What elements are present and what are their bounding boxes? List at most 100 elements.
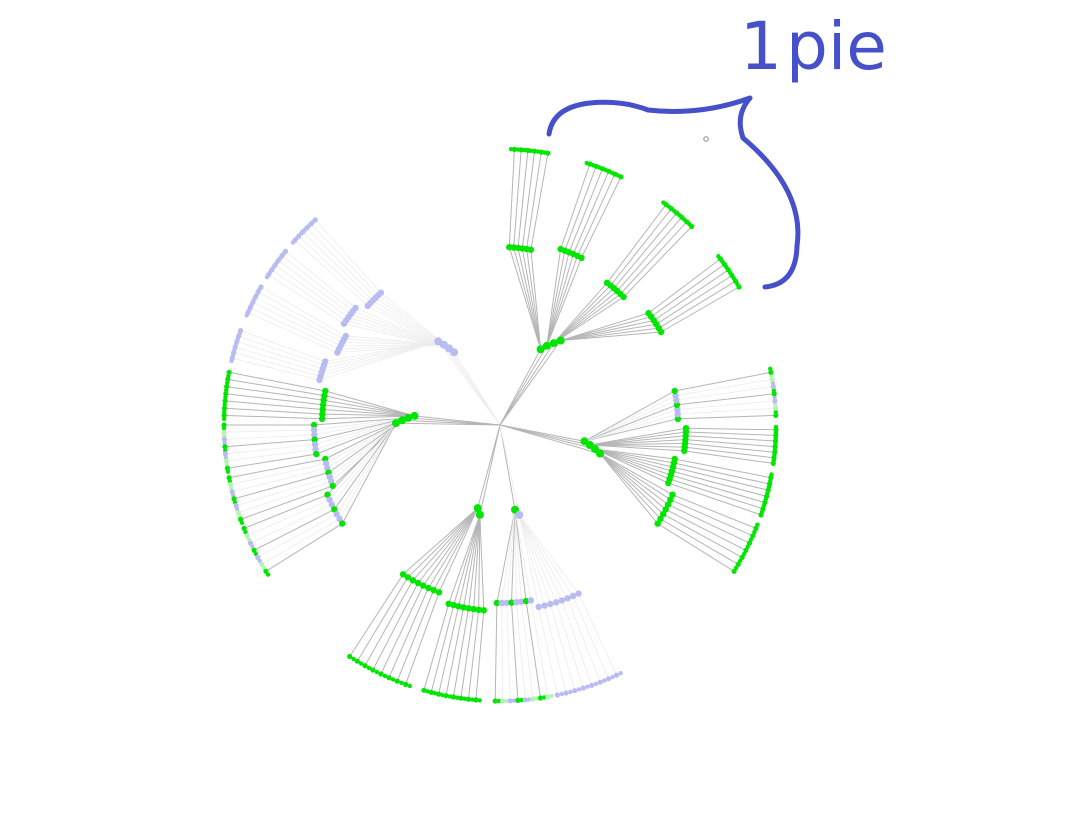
leaf-link	[260, 286, 347, 337]
sub-link	[594, 448, 669, 484]
leaf-node	[347, 653, 353, 660]
sub-link	[453, 514, 481, 606]
sub-link	[589, 431, 686, 446]
sub-link	[323, 404, 415, 417]
leaf-node	[511, 698, 517, 703]
branch-link	[499, 348, 542, 426]
leaf-node	[374, 669, 379, 675]
branch-node	[542, 341, 551, 350]
sub-link	[329, 422, 397, 500]
sub-link	[496, 509, 516, 604]
branch-link	[499, 424, 601, 455]
leaf-link	[544, 605, 567, 694]
sub-node	[470, 605, 477, 613]
sub-link	[584, 399, 677, 442]
leaf-link	[672, 466, 769, 491]
leaf-link	[445, 607, 465, 696]
sub-node	[513, 599, 520, 606]
leaf-node	[436, 691, 442, 697]
sub-node	[657, 515, 664, 523]
branch-link	[499, 424, 516, 510]
sub-node	[682, 425, 690, 432]
leaf-link	[460, 609, 475, 699]
leaf-node	[515, 697, 521, 704]
leaf-node	[222, 440, 227, 446]
sub-node	[450, 601, 457, 609]
leaf-link	[581, 176, 622, 259]
leaf-link	[568, 168, 603, 253]
sub-node	[336, 515, 343, 523]
sub-node	[319, 410, 326, 418]
sub-link	[427, 507, 479, 589]
leaf-node	[549, 693, 554, 699]
leaf-link	[227, 378, 325, 397]
sub-node	[660, 511, 667, 518]
leaf-node	[511, 146, 517, 152]
sub-link	[514, 509, 517, 603]
sub-link	[337, 344, 444, 354]
leaf-link	[243, 494, 328, 529]
leaf-link	[232, 467, 328, 493]
sub-node	[575, 590, 582, 597]
leaf-link	[561, 600, 593, 686]
leaf-node	[525, 147, 531, 153]
sub-link	[458, 514, 481, 607]
sub-node	[409, 577, 417, 584]
leaf-node	[358, 661, 364, 666]
sub-node	[420, 582, 427, 589]
branch-node	[556, 336, 565, 345]
sub-node	[319, 406, 326, 413]
leaf-link	[521, 151, 536, 249]
leaf-link	[224, 434, 315, 440]
sub-link	[546, 250, 566, 346]
sub-link	[553, 290, 618, 344]
sub-link	[511, 509, 516, 603]
leaf-node	[229, 358, 234, 364]
leaf-node	[772, 398, 778, 404]
leaf-node	[589, 682, 595, 688]
sub-link	[319, 340, 439, 381]
sub-link	[501, 509, 516, 604]
sub-node	[553, 599, 560, 606]
sub-link	[560, 331, 662, 341]
leaf-link	[660, 286, 740, 333]
leaf-node	[470, 697, 475, 702]
leaf-node	[496, 698, 502, 704]
leaf-link	[236, 341, 323, 370]
leaf-node	[772, 405, 779, 411]
leaf-link	[616, 216, 683, 292]
sub-link	[514, 509, 522, 602]
leaf-node	[225, 469, 231, 474]
leaf-link	[225, 393, 324, 406]
branch-link	[479, 424, 501, 515]
sub-node	[475, 606, 482, 613]
sub-node	[558, 597, 566, 604]
leaf-link	[530, 153, 549, 250]
tree-links	[224, 149, 777, 702]
leaf-link	[564, 166, 597, 251]
sub-link	[325, 419, 403, 460]
leaf-node	[500, 698, 506, 704]
branch-node	[434, 337, 443, 346]
leaf-node	[440, 692, 445, 698]
leaf-link	[475, 610, 485, 700]
handwritten-label: 1pie	[740, 14, 900, 110]
leaf-node	[222, 451, 229, 457]
leaf-node	[739, 554, 745, 561]
leaf-link	[538, 606, 558, 696]
leaf-link	[225, 443, 316, 455]
leaf-node	[538, 149, 544, 155]
sub-link	[417, 507, 479, 584]
leaf-node	[255, 554, 261, 561]
leaf-node	[366, 665, 372, 671]
leaf-link	[229, 458, 326, 479]
sub-link	[412, 507, 479, 581]
leaf-node	[354, 658, 360, 664]
leaf-node	[773, 424, 779, 430]
sub-node	[645, 309, 652, 317]
leaf-node	[362, 663, 368, 669]
sub-link	[322, 409, 415, 417]
leaf-node	[221, 436, 227, 442]
sub-link	[339, 422, 397, 520]
sub-link	[589, 444, 685, 452]
